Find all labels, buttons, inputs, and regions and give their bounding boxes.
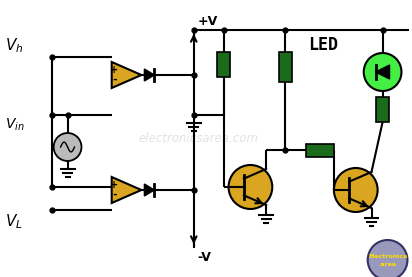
Circle shape [54, 133, 82, 161]
Text: +: + [110, 180, 118, 190]
Circle shape [368, 240, 407, 277]
Circle shape [364, 53, 401, 91]
Text: -: - [112, 75, 117, 85]
Text: .area: .area [379, 261, 397, 266]
Polygon shape [112, 62, 141, 88]
Text: Electronica: Electronica [368, 253, 407, 258]
Text: +V: +V [198, 15, 218, 28]
Text: $V_L$: $V_L$ [5, 212, 23, 231]
Polygon shape [144, 69, 154, 81]
Text: -V: -V [198, 251, 212, 264]
Circle shape [229, 165, 272, 209]
Polygon shape [112, 177, 141, 203]
Text: -: - [112, 190, 117, 200]
Text: $V_h$: $V_h$ [5, 36, 23, 55]
Text: $V_{in}$: $V_{in}$ [5, 117, 25, 134]
Bar [279, 52, 292, 82]
Text: +: + [110, 65, 118, 75]
Text: electronicsarea.com: electronicsarea.com [139, 132, 259, 145]
Polygon shape [376, 65, 390, 79]
Polygon shape [144, 184, 154, 196]
Circle shape [334, 168, 378, 212]
Bar [306, 143, 334, 157]
Text: LED: LED [308, 36, 338, 54]
Bar [376, 97, 389, 122]
Bar [217, 52, 230, 77]
